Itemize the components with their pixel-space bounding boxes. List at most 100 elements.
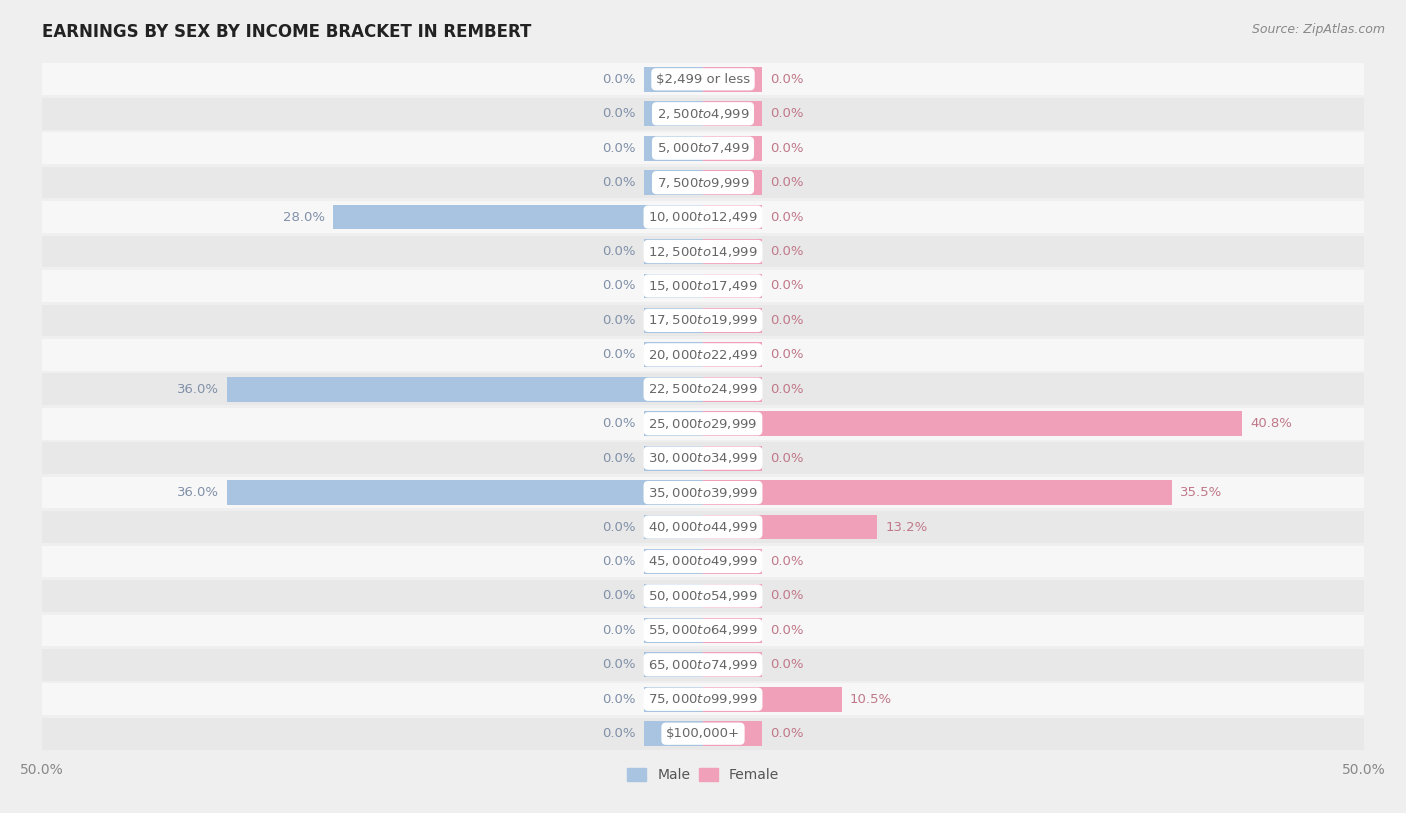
Bar: [644, 687, 703, 711]
Text: $17,500 to $19,999: $17,500 to $19,999: [648, 313, 758, 328]
Text: 0.0%: 0.0%: [770, 314, 804, 327]
Text: 0.0%: 0.0%: [602, 348, 636, 361]
Bar: [644, 549, 703, 574]
Bar: [703, 411, 1243, 436]
Bar: [703, 377, 762, 402]
Text: $2,500 to $4,999: $2,500 to $4,999: [657, 107, 749, 121]
Bar: [703, 446, 762, 471]
Bar: [42, 133, 1364, 164]
Bar: [644, 652, 703, 677]
Text: $30,000 to $34,999: $30,000 to $34,999: [648, 451, 758, 465]
Bar: [644, 273, 703, 298]
Text: 28.0%: 28.0%: [283, 211, 325, 224]
Text: 0.0%: 0.0%: [602, 659, 636, 672]
Bar: [42, 511, 1364, 543]
Bar: [644, 308, 703, 333]
Bar: [644, 618, 703, 643]
Bar: [703, 308, 762, 333]
Bar: [703, 721, 762, 746]
Bar: [42, 580, 1364, 611]
Text: $20,000 to $22,499: $20,000 to $22,499: [648, 348, 758, 362]
Text: 0.0%: 0.0%: [602, 727, 636, 740]
Bar: [42, 684, 1364, 715]
Bar: [644, 446, 703, 471]
Text: 0.0%: 0.0%: [602, 520, 636, 533]
Text: 0.0%: 0.0%: [602, 314, 636, 327]
Text: $22,500 to $24,999: $22,500 to $24,999: [648, 382, 758, 396]
Text: $15,000 to $17,499: $15,000 to $17,499: [648, 279, 758, 293]
Text: 10.5%: 10.5%: [849, 693, 891, 706]
Text: $55,000 to $64,999: $55,000 to $64,999: [648, 624, 758, 637]
Bar: [42, 546, 1364, 577]
Bar: [644, 67, 703, 92]
Bar: [228, 480, 703, 505]
Bar: [42, 98, 1364, 129]
Bar: [703, 515, 877, 540]
Bar: [644, 721, 703, 746]
Bar: [42, 270, 1364, 302]
Bar: [703, 170, 762, 195]
Bar: [42, 476, 1364, 508]
Legend: Male, Female: Male, Female: [621, 763, 785, 788]
Text: $100,000+: $100,000+: [666, 727, 740, 740]
Bar: [42, 442, 1364, 474]
Bar: [644, 342, 703, 367]
Text: 0.0%: 0.0%: [770, 624, 804, 637]
Bar: [42, 305, 1364, 337]
Text: 0.0%: 0.0%: [770, 141, 804, 154]
Bar: [644, 136, 703, 161]
Text: $12,500 to $14,999: $12,500 to $14,999: [648, 245, 758, 259]
Text: 0.0%: 0.0%: [770, 73, 804, 86]
Text: 0.0%: 0.0%: [602, 107, 636, 120]
Text: $2,499 or less: $2,499 or less: [657, 73, 749, 86]
Text: 0.0%: 0.0%: [602, 624, 636, 637]
Text: $75,000 to $99,999: $75,000 to $99,999: [648, 692, 758, 706]
Bar: [703, 480, 1173, 505]
Bar: [42, 718, 1364, 750]
Text: $65,000 to $74,999: $65,000 to $74,999: [648, 658, 758, 672]
Text: 0.0%: 0.0%: [770, 383, 804, 396]
Text: 0.0%: 0.0%: [602, 141, 636, 154]
Text: $25,000 to $29,999: $25,000 to $29,999: [648, 417, 758, 431]
Text: 0.0%: 0.0%: [770, 176, 804, 189]
Text: 0.0%: 0.0%: [602, 693, 636, 706]
Text: 0.0%: 0.0%: [770, 348, 804, 361]
Text: 0.0%: 0.0%: [770, 245, 804, 258]
Bar: [703, 687, 842, 711]
Bar: [644, 239, 703, 264]
Text: 0.0%: 0.0%: [602, 452, 636, 465]
Text: 0.0%: 0.0%: [770, 659, 804, 672]
Bar: [42, 615, 1364, 646]
Text: $5,000 to $7,499: $5,000 to $7,499: [657, 141, 749, 155]
Bar: [703, 549, 762, 574]
Bar: [644, 515, 703, 540]
Bar: [703, 136, 762, 161]
Text: $45,000 to $49,999: $45,000 to $49,999: [648, 554, 758, 568]
Text: Source: ZipAtlas.com: Source: ZipAtlas.com: [1251, 23, 1385, 36]
Bar: [42, 236, 1364, 267]
Text: $50,000 to $54,999: $50,000 to $54,999: [648, 589, 758, 603]
Bar: [42, 167, 1364, 198]
Bar: [333, 205, 703, 229]
Bar: [644, 102, 703, 126]
Bar: [644, 170, 703, 195]
Bar: [703, 342, 762, 367]
Bar: [703, 205, 762, 229]
Bar: [703, 273, 762, 298]
Text: 0.0%: 0.0%: [770, 452, 804, 465]
Bar: [703, 652, 762, 677]
Bar: [228, 377, 703, 402]
Bar: [42, 649, 1364, 680]
Bar: [703, 67, 762, 92]
Bar: [42, 202, 1364, 233]
Bar: [42, 339, 1364, 371]
Text: 0.0%: 0.0%: [602, 589, 636, 602]
Bar: [644, 584, 703, 608]
Text: 0.0%: 0.0%: [602, 245, 636, 258]
Text: $40,000 to $44,999: $40,000 to $44,999: [648, 520, 758, 534]
Text: 40.8%: 40.8%: [1250, 417, 1292, 430]
Text: 0.0%: 0.0%: [770, 211, 804, 224]
Text: 0.0%: 0.0%: [770, 107, 804, 120]
Text: 0.0%: 0.0%: [602, 417, 636, 430]
Text: $10,000 to $12,499: $10,000 to $12,499: [648, 210, 758, 224]
